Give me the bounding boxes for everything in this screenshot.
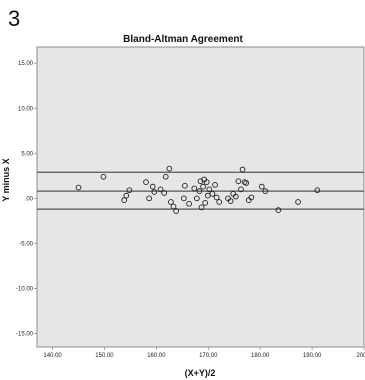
data-point xyxy=(168,199,174,205)
data-point xyxy=(314,187,321,194)
data-point xyxy=(204,192,211,199)
data-point xyxy=(166,165,173,172)
data-point xyxy=(149,183,156,190)
data-point xyxy=(262,188,269,194)
y-tick-label: -15.00 xyxy=(16,331,34,337)
data-point xyxy=(186,200,192,207)
data-point xyxy=(227,198,234,204)
y-tick-label: .00 xyxy=(25,196,34,202)
x-axis: 140.00 150.00 160.00 170.00 180.00 190.00 200.… xyxy=(43,347,365,359)
data-point xyxy=(151,189,158,195)
data-point xyxy=(295,199,301,205)
x-tick-label: 170.00 xyxy=(199,353,218,359)
x-tick-label: 140.00 xyxy=(43,353,62,359)
data-point xyxy=(258,183,265,190)
data-point xyxy=(232,193,239,200)
data-point xyxy=(173,208,179,214)
data-point xyxy=(196,188,203,194)
data-point xyxy=(238,186,244,193)
data-point xyxy=(275,207,282,213)
x-tick-label: 180.00 xyxy=(251,353,270,359)
data-point xyxy=(181,195,187,202)
x-tick-label: 160.00 xyxy=(147,353,166,359)
data-point xyxy=(216,199,223,205)
y-tick-label: 10.00 xyxy=(18,106,34,112)
data-point xyxy=(213,194,220,201)
x-axis-title: (X+Y)/2 xyxy=(185,368,216,378)
x-tick-label: 150.00 xyxy=(95,353,114,359)
data-point xyxy=(212,181,218,188)
plot-area xyxy=(36,46,365,348)
data-points xyxy=(75,165,321,214)
y-tick-label: 15.00 xyxy=(18,61,34,67)
plot-background xyxy=(36,46,365,348)
data-point xyxy=(239,166,246,173)
data-point xyxy=(123,192,130,199)
data-point xyxy=(202,200,209,206)
x-tick-label: 200.0 xyxy=(356,353,365,359)
y-axis-title: Y minus X xyxy=(1,158,11,201)
data-point xyxy=(146,195,152,202)
data-point xyxy=(209,190,216,197)
data-point xyxy=(162,173,169,180)
panel-label: 3 xyxy=(8,6,21,31)
y-axis: 15.00 10.00 5.00 .00 -5.00 -10.00 -15.00 xyxy=(16,61,37,337)
data-point xyxy=(200,183,206,190)
data-point xyxy=(248,194,255,201)
y-tick-label: 5.00 xyxy=(21,151,33,157)
data-point xyxy=(198,204,205,211)
x-tick-label: 190.00 xyxy=(303,353,322,359)
data-point xyxy=(203,179,210,185)
chart-title: Bland-Altman Agreement xyxy=(123,34,243,45)
data-point xyxy=(126,187,133,194)
data-point xyxy=(191,185,198,192)
data-point xyxy=(182,182,188,189)
data-point xyxy=(143,179,149,185)
data-point xyxy=(170,203,177,210)
data-point xyxy=(121,197,128,204)
data-point xyxy=(100,173,107,180)
data-point xyxy=(206,186,213,193)
data-point xyxy=(157,186,164,193)
data-point xyxy=(235,178,242,185)
data-point xyxy=(161,190,168,196)
y-tick-label: -5.00 xyxy=(19,241,33,247)
data-point xyxy=(243,180,250,186)
y-tick-label: -10.00 xyxy=(16,286,34,292)
data-point xyxy=(194,195,200,202)
data-point xyxy=(75,184,82,191)
